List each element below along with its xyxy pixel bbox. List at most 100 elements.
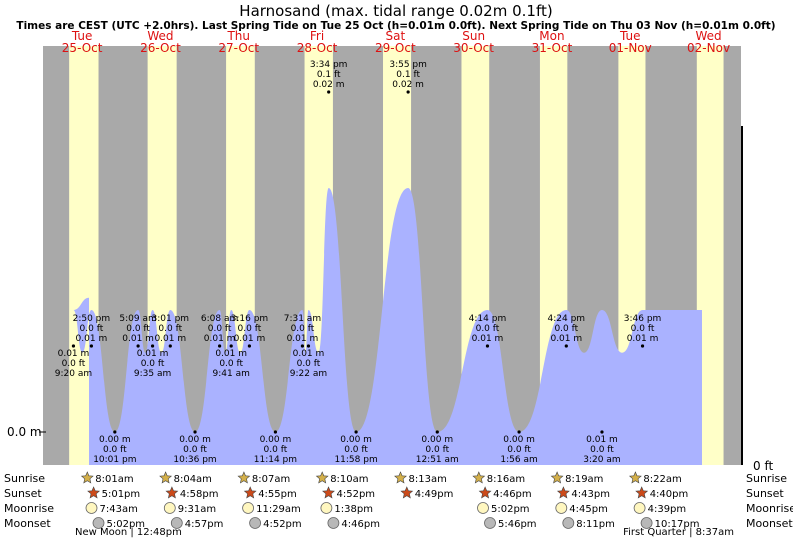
tide-label: 0.00 m <box>503 435 535 445</box>
date-label: 31-Oct <box>532 41 573 55</box>
tide-point <box>564 344 568 348</box>
tide-label: 0.00 m <box>99 435 131 445</box>
tide-label: 0.01 m <box>76 334 108 344</box>
tide-label: 6:08 am <box>201 314 238 324</box>
tide-label: 0.01 m <box>154 334 186 344</box>
tide-label: 9:41 am <box>213 369 250 379</box>
astro-time: 4:46pm <box>493 489 532 500</box>
tide-label: 0.0 ft <box>158 324 182 334</box>
tide-label: 3:16 pm <box>231 314 269 324</box>
sunrise-star-icon <box>472 471 486 484</box>
tide-label: 0.01 m <box>472 334 504 344</box>
tide-label: 0.02 m <box>392 80 424 90</box>
tide-label: 0.00 m <box>421 435 453 445</box>
moonset-icon <box>484 517 496 529</box>
tide-point <box>218 344 222 348</box>
tide-event-high: 3:34 pm0.1 ft0.02 m <box>310 60 347 94</box>
tide-label: 0.01 m <box>215 349 247 359</box>
tide-label: 0.0 ft <box>62 359 86 369</box>
date-label: 28-Oct <box>297 41 338 55</box>
astro-time: 11:29am <box>256 504 301 515</box>
tide-event-high: 5:09 am0.0 ft0.01 m <box>119 314 157 348</box>
date-label: 27-Oct <box>218 41 259 55</box>
tide-label: 0.01 m <box>627 334 659 344</box>
moon-phase-label: First Quarter | 8:37am <box>623 527 734 538</box>
tide-label: 3:20 am <box>583 455 620 465</box>
tide-point <box>485 344 490 348</box>
astro-row-label-right: Sunset <box>746 487 784 500</box>
moonrise-icon <box>163 502 176 514</box>
tide-label: 0.0 ft <box>507 445 531 455</box>
tide-point <box>113 430 117 434</box>
tide-event-low: 0.01 m0.0 ft3:20 am <box>583 430 621 465</box>
moonset-icon <box>640 517 653 529</box>
astro-time: 7:43am <box>100 504 138 515</box>
date-labels-layer: Tue25-OctWed26-OctThu27-OctFri28-OctSat2… <box>62 29 730 55</box>
tide-event-high: 0.01 m0.0 ft9:20 am <box>55 344 92 379</box>
tide-label: 0.0 ft <box>126 324 150 334</box>
tide-label: 0.01 m <box>122 334 154 344</box>
tide-point <box>229 344 233 348</box>
tide-label: 0.0 ft <box>425 445 449 455</box>
sunset-star-icon <box>165 486 179 499</box>
date-label: 25-Oct <box>62 41 103 55</box>
tide-point <box>300 344 305 348</box>
astro-time: 8:07am <box>252 474 290 485</box>
astro-row-label-right: Moonrise <box>746 502 793 515</box>
day-of-week-label: Fri <box>310 29 324 43</box>
astro-time: 9:31am <box>178 504 216 515</box>
tide-event-low: 0.00 m0.0 ft1:56 am <box>500 430 538 465</box>
astro-time: 1:38pm <box>334 504 373 515</box>
moonset-icon <box>327 517 340 529</box>
astro-time: 8:16am <box>487 474 525 485</box>
tide-event-high: 0.01 m0.0 ft9:35 am <box>134 344 171 379</box>
astro-time: 5:02pm <box>107 519 146 530</box>
tide-event-high: 3:46 pm0.0 ft0.01 m <box>624 314 661 348</box>
tide-label: 0.0 ft <box>344 445 368 455</box>
tide-label: 0.0 ft <box>631 324 655 334</box>
astro-time: 4:39pm <box>648 504 687 515</box>
tide-point <box>354 430 358 434</box>
tide-label: 0.0 ft <box>590 445 614 455</box>
astro-time: 4:55pm <box>258 489 297 500</box>
tide-label: 12:51 am <box>416 455 459 465</box>
sunrise-star-icon <box>237 471 251 484</box>
tide-label: 0.00 m <box>260 435 292 445</box>
date-label: 02-Nov <box>687 41 730 55</box>
sunset-star-icon <box>322 486 335 499</box>
tide-label: 7:31 am <box>284 314 321 324</box>
day-of-week-label: Tue <box>619 29 641 43</box>
tide-point <box>136 344 140 348</box>
tide-label: 10:01 pm <box>93 455 136 465</box>
tide-area-layer <box>73 188 702 465</box>
tide-label: 0.0 ft <box>208 324 232 334</box>
tide-label: 0.01 m <box>287 334 319 344</box>
astro-row-label-right: Sunrise <box>746 472 787 485</box>
sunset-star-icon <box>243 486 257 499</box>
tide-label: 0.0 ft <box>264 445 288 455</box>
astro-row-label: Sunset <box>4 487 42 500</box>
tide-event-high: 3:55 pm0.1 ft0.02 m <box>389 60 427 94</box>
tide-label: 0.01 m <box>58 349 90 359</box>
tide-label: 4:24 pm <box>548 314 586 324</box>
astro-time: 8:11pm <box>576 519 615 530</box>
tide-event-high: 0.01 m0.0 ft9:41 am <box>213 344 250 379</box>
sunrise-star-icon <box>628 471 642 484</box>
tide-event-high: 3:01 pm0.0 ft0.01 m <box>152 314 189 348</box>
moonrise-icon <box>633 502 646 514</box>
tide-point <box>640 344 645 348</box>
astro-time: 8:22am <box>643 474 681 485</box>
astro-time: 4:46pm <box>341 519 380 530</box>
tide-point <box>273 430 277 434</box>
day-of-week-label: Sun <box>462 29 485 43</box>
tide-label: 0.0 ft <box>219 359 243 369</box>
tide-label: 0.0 ft <box>80 324 104 334</box>
tide-label: 0.0 ft <box>238 324 262 334</box>
astro-row-label: Sunrise <box>4 472 45 485</box>
tide-event-high: 2:50 pm0.0 ft0.01 m <box>73 314 110 348</box>
chart-title: Harnosand (max. tidal range 0.02m 0.1ft) <box>239 2 552 20</box>
day-of-week-label: Thu <box>226 29 250 43</box>
